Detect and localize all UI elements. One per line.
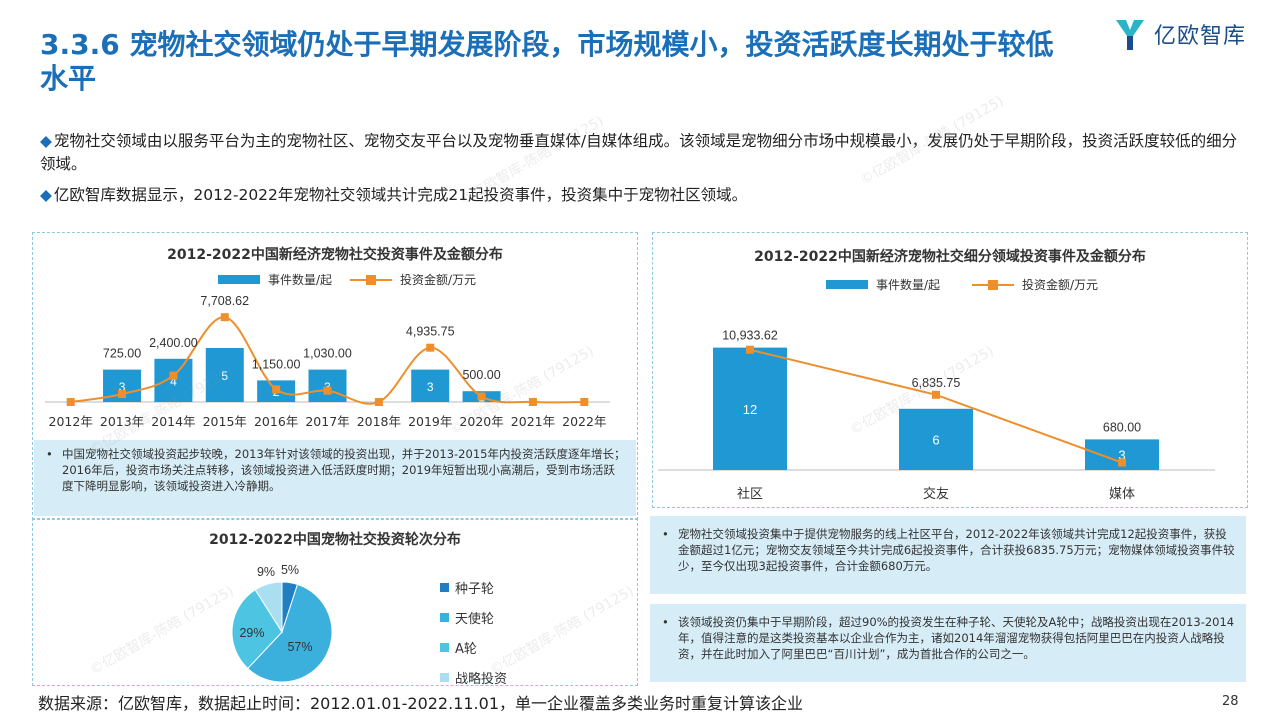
bullet-dot-icon: • [662, 527, 669, 541]
yearly-chart-note: • 中国宠物社交领域投资起步较晚，2013年针对该领域的投资出现，并于2013-… [34, 440, 636, 516]
segment-chart-title: 2012-2022中国新经济宠物社交细分领域投资事件及金额分布 [754, 249, 1146, 265]
segment-note-1-text: 宠物社交领域投资集中于提供宠物服务的线上社区平台，2012-2022年该领域共计… [678, 527, 1235, 573]
bullet-dot-icon: • [46, 447, 53, 461]
pie-legend-item: 天使轮 [440, 602, 507, 632]
segment-note-2-text: 该领域投资仍集中于早期阶段，超过90%的投资发生在种子轮、天使轮及A轮中；战略投… [678, 615, 1235, 661]
legend-line-label: 投资金额/万元 [400, 273, 477, 287]
yearly-chart-panel [32, 232, 638, 520]
pie-legend-label: 战略投资 [455, 671, 508, 687]
pie-legend-label: 天使轮 [455, 611, 495, 627]
yiou-logo-icon [1116, 20, 1144, 50]
yearly-note-text: 中国宠物社交领域投资起步较晚，2013年针对该领域的投资出现，并于2013-20… [62, 447, 626, 493]
legend-swatch [440, 642, 449, 652]
legend-swatch [440, 672, 449, 682]
data-source-footer: 数据来源：亿欧智库，数据起止时间：2012.01.01-2022.11.01，单… [38, 694, 803, 713]
bullet-item: ◆ 亿欧智库数据显示，2012-2022年宠物社交领域共计完成21起投资事件，投资… [40, 184, 1240, 207]
segment-note-1: • 宠物社交领域投资集中于提供宠物服务的线上社区平台，2012-2022年该领域… [650, 516, 1246, 594]
segment-note-2: • 该领域投资仍集中于早期阶段，超过90%的投资发生在种子轮、天使轮及A轮中；战… [650, 604, 1246, 682]
bullet-item: ◆ 宠物社交领域由以服务平台为主的宠物社区、宠物交友平台以及宠物垂直媒体/自媒体组… [40, 130, 1240, 176]
bar-legend-swatch [218, 275, 260, 284]
bullet-dot-icon: • [662, 615, 669, 629]
bullet-text: 宠物社交领域由以服务平台为主的宠物社区、宠物交友平台以及宠物垂直媒体/自媒体组成… [40, 132, 1238, 173]
intro-bullets: ◆ 宠物社交领域由以服务平台为主的宠物社区、宠物交友平台以及宠物垂直媒体/自媒体组… [40, 130, 1240, 215]
bar-legend-swatch [826, 280, 868, 289]
pie-legend-item: 战略投资 [440, 662, 507, 692]
pie-legend-item: A轮 [440, 632, 507, 662]
logo: 亿欧智库 [1112, 16, 1246, 52]
legend-line-label: 投资金额/万元 [1022, 278, 1099, 292]
segment-chart-panel [652, 232, 1248, 508]
line-legend-swatch [972, 279, 1014, 290]
diamond-icon: ◆ [40, 132, 52, 150]
line-legend-swatch [350, 274, 392, 285]
legend-swatch [440, 612, 449, 622]
page-title: 3.3.6 宠物社交领域仍处于早期发展阶段，市场规模小，投资活跃度长期处于较低水… [40, 28, 1054, 95]
round-chart-title: 2012-2022中国宠物社交投资轮次分布 [209, 532, 461, 548]
legend-swatch [440, 582, 449, 592]
round-chart-panel [32, 518, 638, 686]
page-number: 28 [1222, 694, 1239, 709]
legend-bar-label: 事件数量/起 [268, 273, 333, 287]
pie-legend-label: 种子轮 [455, 581, 495, 597]
pie-legend-label: A轮 [455, 641, 477, 657]
pie-legend-item: 种子轮 [440, 572, 507, 602]
diamond-icon: ◆ [40, 186, 52, 204]
pie-legend: 种子轮 天使轮 A轮 战略投资 [440, 572, 507, 692]
legend-bar-label: 事件数量/起 [876, 278, 941, 292]
bullet-text: 亿欧智库数据显示，2012-2022年宠物社交领域共计完成21起投资事件，投资集… [53, 186, 748, 204]
yearly-chart-title: 2012-2022中国新经济宠物社交投资事件及金额分布 [167, 247, 503, 263]
logo-text: 亿欧智库 [1154, 24, 1247, 49]
